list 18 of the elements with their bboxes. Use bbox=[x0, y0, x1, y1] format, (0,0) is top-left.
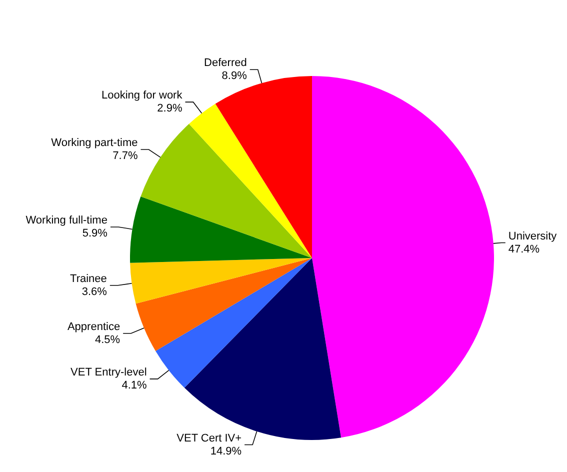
slice-label: Working part-time bbox=[51, 137, 138, 150]
data-label: 47.4% bbox=[508, 243, 540, 256]
slice-label: VET Cert IV+ bbox=[176, 432, 242, 444]
data-label: 4.1% bbox=[122, 379, 147, 392]
slice-label: University bbox=[508, 230, 558, 242]
data-label: 8.9% bbox=[222, 70, 248, 82]
data-label: 2.9% bbox=[157, 102, 182, 115]
slice-label: Trainee bbox=[70, 272, 107, 285]
slice-label: Apprentice bbox=[67, 320, 120, 333]
data-label: 5.9% bbox=[82, 228, 108, 240]
slice-label: Deferred bbox=[204, 57, 247, 70]
slice-label: VET Entry-level bbox=[70, 366, 147, 378]
data-label: 4.5% bbox=[94, 334, 120, 346]
data-label: 14.9% bbox=[210, 445, 242, 458]
data-label: 7.7% bbox=[112, 150, 138, 162]
slice-label: Working full-time bbox=[26, 214, 108, 227]
slice-label: Looking for work bbox=[102, 90, 183, 102]
data-label: 3.6% bbox=[82, 286, 108, 298]
